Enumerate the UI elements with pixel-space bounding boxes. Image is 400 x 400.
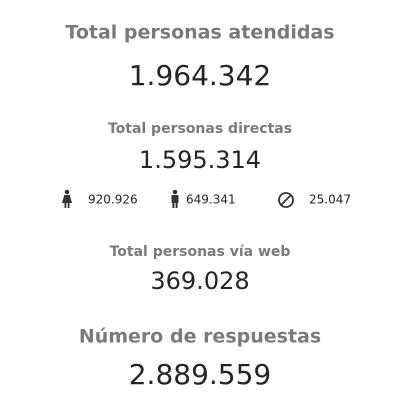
male-count: 649.341 [186, 193, 236, 207]
kpi-value: 369.028 [150, 267, 249, 295]
kpi-label: Total personas directas [108, 121, 292, 137]
male-icon [171, 189, 179, 208]
kpi-value: 1.595.314 [139, 146, 261, 174]
kpi-label: Total personas atendidas [65, 22, 334, 44]
female-icon [62, 189, 72, 208]
unspecified-icon [278, 192, 294, 208]
kpi-value: 2.889.559 [129, 358, 272, 391]
female-count: 920.926 [88, 193, 138, 207]
kpi-label: Número de respuestas [79, 326, 321, 348]
kpi-value: 1.964.342 [129, 59, 272, 92]
kpi-label: Total personas vía web [110, 244, 291, 260]
unspecified-count: 25.047 [309, 193, 351, 207]
